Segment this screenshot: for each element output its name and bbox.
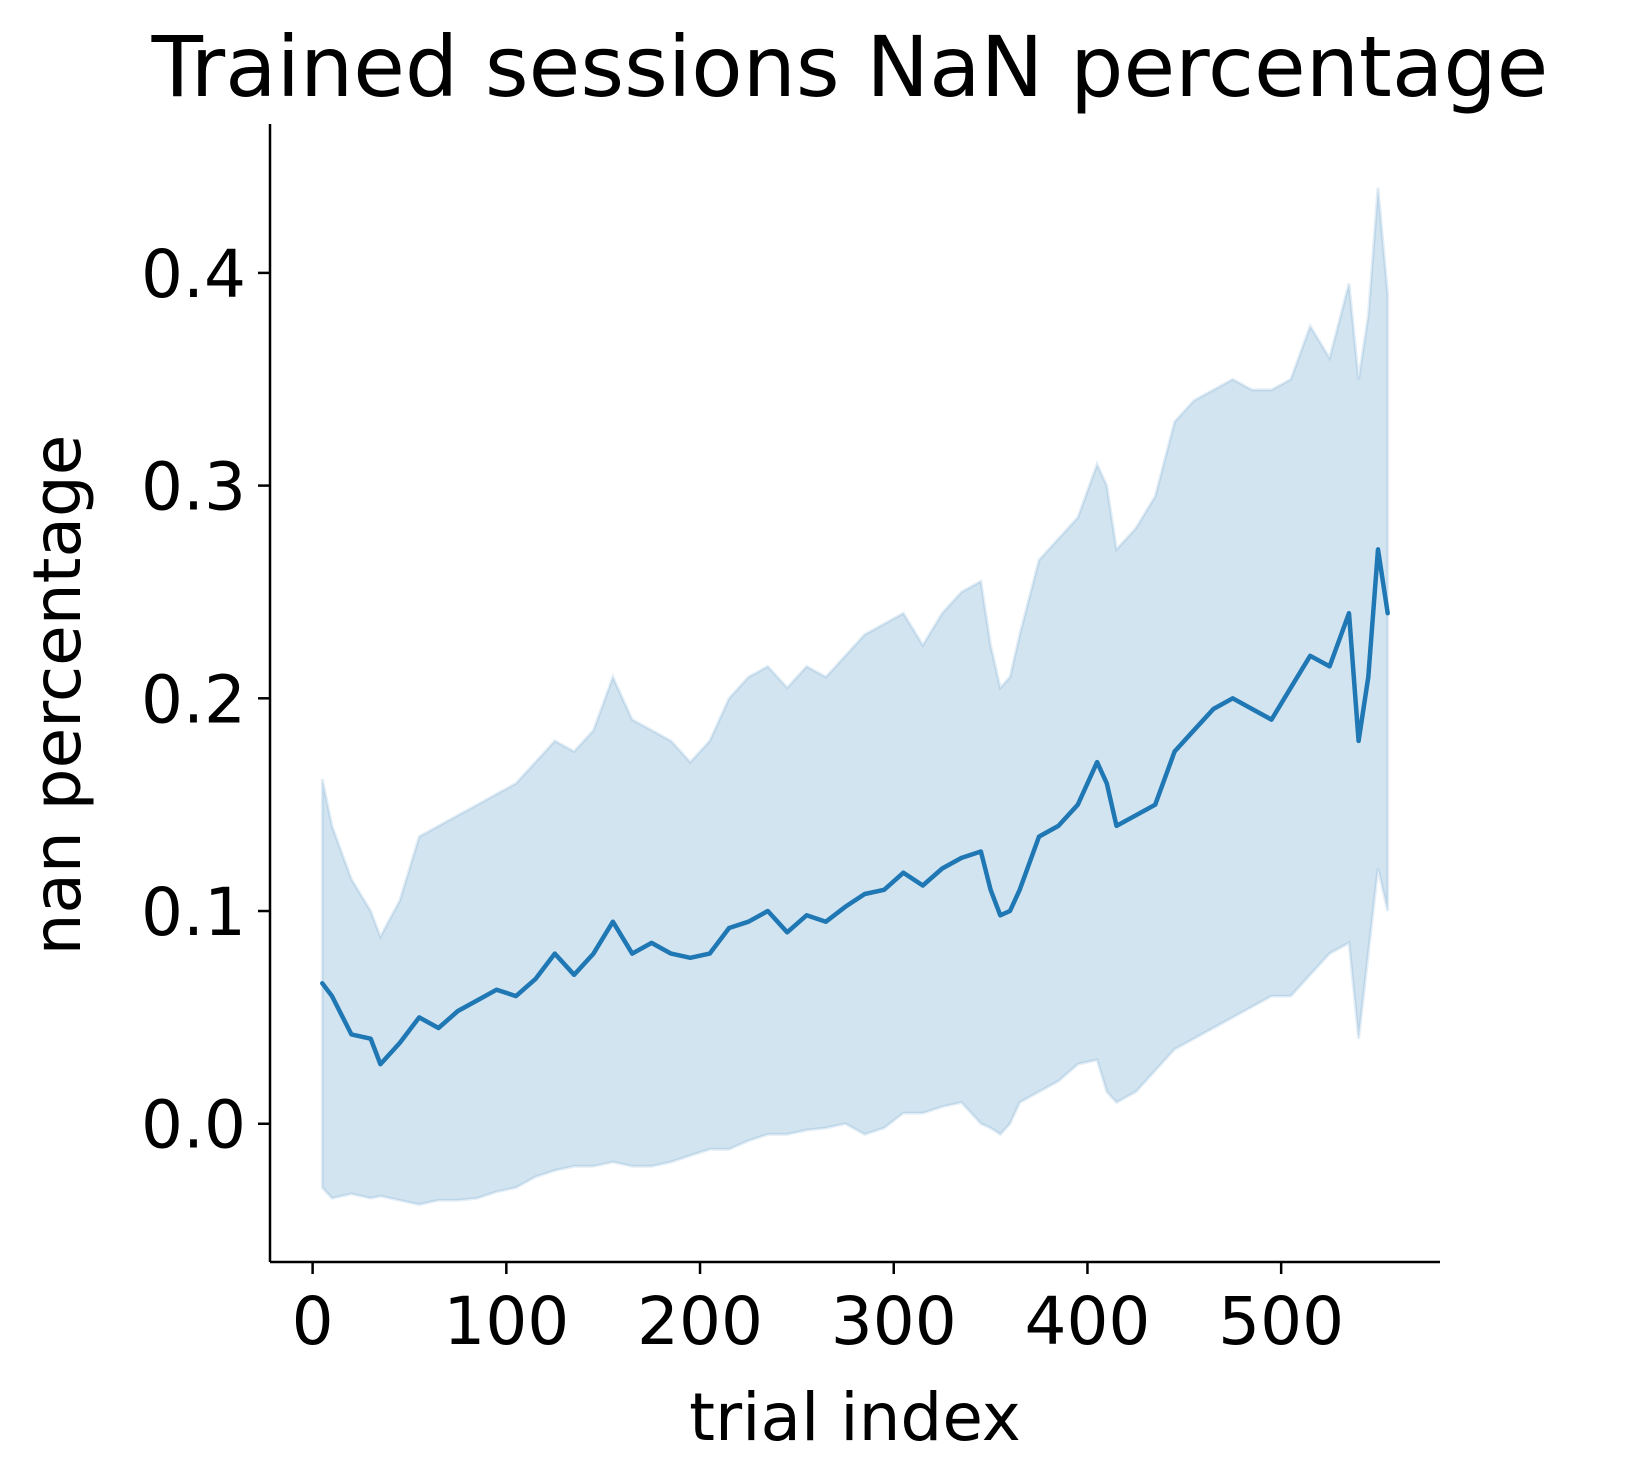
y-tick-label: 0.1	[141, 874, 246, 951]
x-axis-label: trial index	[689, 1379, 1021, 1456]
x-tick-label: 400	[1024, 1283, 1150, 1360]
y-tick-label: 0.4	[141, 236, 246, 313]
chart-title: Trained sessions NaN percentage	[151, 18, 1549, 116]
x-ticks: 0 100 200 300 400 500	[292, 1262, 1344, 1360]
y-tick-label: 0.3	[141, 449, 246, 526]
x-tick-label: 100	[443, 1283, 569, 1360]
x-tick-label: 300	[831, 1283, 957, 1360]
series-0-line	[320, 547, 1390, 1067]
y-tick-label: 0.2	[141, 661, 246, 738]
y-tick-label: 0.0	[141, 1087, 246, 1164]
series-0-confidence-band	[320, 187, 1390, 1207]
y-ticks: 0.0 0.1 0.2 0.3 0.4	[141, 236, 270, 1164]
plot-area	[320, 187, 1390, 1207]
x-tick-label: 200	[637, 1283, 763, 1360]
x-tick-label: 500	[1218, 1283, 1344, 1360]
x-tick-label: 0	[292, 1283, 334, 1360]
y-axis-label: nan percentage	[19, 435, 96, 956]
